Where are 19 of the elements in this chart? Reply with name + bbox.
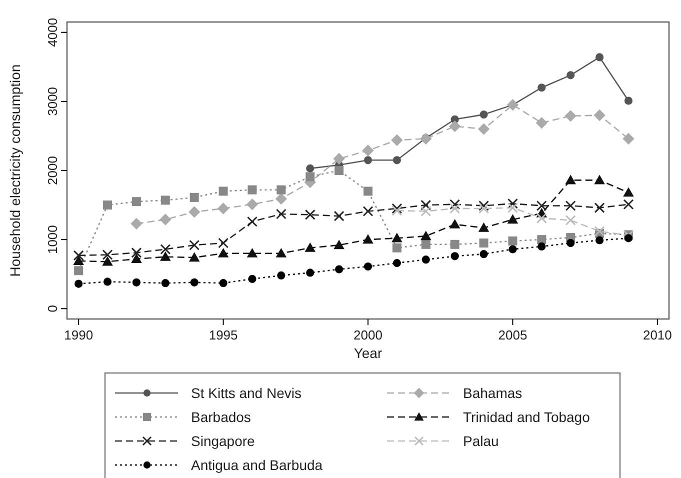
legend-label: Palau [463,433,499,449]
x-axis-title: Year [354,345,382,361]
legend-label: Trinidad and Tobago [463,409,590,425]
y-tick-label: 3000 [45,86,60,116]
legend-label: St Kitts and Nevis [191,385,302,401]
x-tick-label: 2005 [498,328,528,343]
x-tick-label: 2000 [354,328,382,343]
legend-label: Antigua and Barbuda [191,457,323,473]
y-tick-label: 1000 [45,225,60,254]
x-tick-label: 1990 [64,328,94,343]
y-tick-label: 0 [45,305,60,312]
x-tick-label: 1995 [208,328,238,343]
y-tick-label: 4000 [45,18,60,47]
y-tick-label: 2000 [45,156,60,185]
legend-label: Barbados [191,409,251,425]
x-tick-label: 2010 [642,328,672,343]
y-axis-title: Household electricity consumption [7,64,23,277]
legend-label: Bahamas [463,385,522,401]
legend-label: Singapore [191,433,256,449]
